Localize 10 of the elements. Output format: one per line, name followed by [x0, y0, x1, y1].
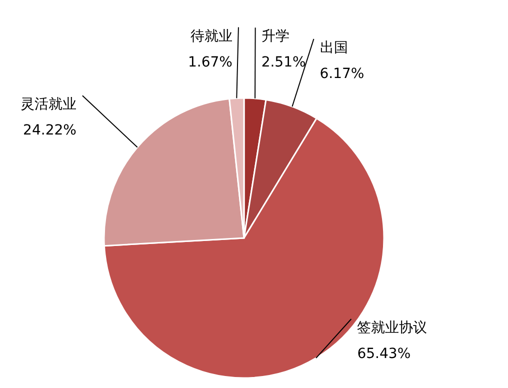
data-label: 24.22% — [23, 122, 76, 139]
data-label: 1.67% — [188, 54, 232, 70]
data-label: 65.43% — [357, 346, 411, 362]
slice-label: 出国 — [320, 40, 348, 56]
slice-label: 灵活就业 — [20, 96, 76, 113]
data-label: 2.51% — [261, 54, 306, 71]
data-label: 6.17% — [320, 66, 364, 82]
slice-label: 待就业 — [190, 28, 232, 44]
slice-label: 升学 — [261, 28, 290, 45]
slice-label: 签就业协议 — [357, 320, 428, 336]
